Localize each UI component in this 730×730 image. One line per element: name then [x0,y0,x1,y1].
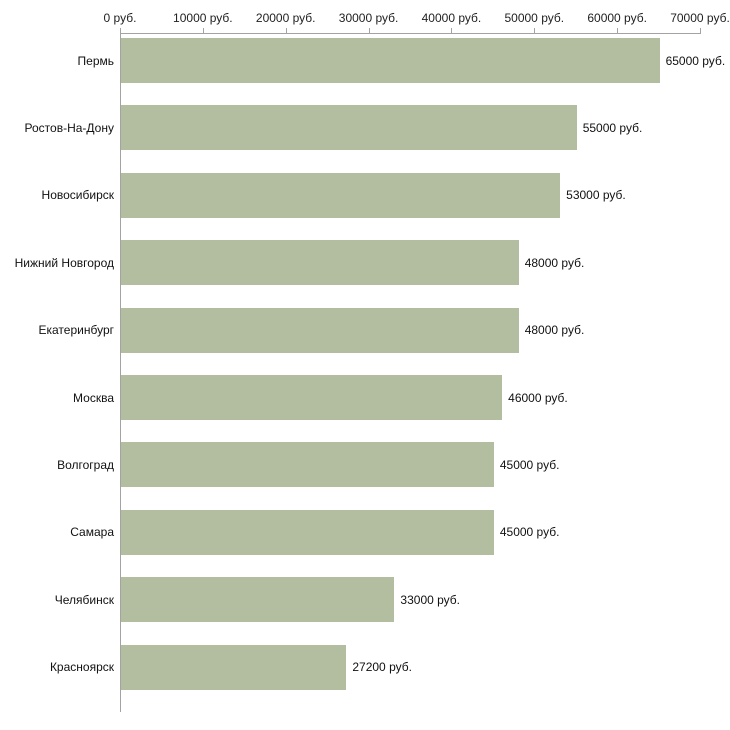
x-tick-label: 70000 руб. [670,11,730,25]
value-label: 27200 руб. [352,660,412,675]
category-label: Екатеринбург [38,323,115,338]
bar [121,105,577,151]
value-label: 45000 руб. [499,525,560,540]
bar [121,307,519,353]
bar [121,577,395,623]
x-tick-label: 60000 руб. [587,11,647,25]
category-label: Москва [73,390,114,405]
bar [121,375,503,420]
value-label: 53000 руб. [566,188,626,203]
category-label: Ростов-На-Дону [24,120,114,135]
bar [121,509,494,555]
category-label: Челябинск [54,592,114,607]
x-tick-mark [617,28,619,33]
category-label: Красноярск [49,660,114,675]
category-label: Волгоград [57,457,114,472]
bar [121,240,519,286]
x-tick-label: 40000 руб. [421,11,482,25]
bar [121,38,660,83]
value-label: 65000 руб. [665,53,726,68]
x-tick-mark [368,28,370,33]
value-label: 48000 руб. [524,255,585,270]
bar [121,442,494,488]
x-tick-label: 20000 руб. [255,11,316,25]
x-tick-mark [534,28,536,33]
x-axis-line [120,33,701,34]
x-tick-mark [120,28,121,33]
value-label: 33000 руб. [400,592,461,607]
x-tick-label: 30000 руб. [338,11,399,25]
x-tick-label: 50000 руб. [504,11,565,25]
x-tick-mark [451,28,453,33]
x-tick-label: 0 руб. [103,11,137,25]
bar [121,644,347,690]
value-label: 46000 руб. [508,390,568,405]
x-tick-mark [285,28,287,33]
x-tick-label: 10000 руб. [173,11,233,25]
category-label: Новосибирск [41,188,114,203]
x-tick-mark [700,28,701,33]
value-label: 48000 руб. [524,323,585,338]
category-label: Самара [70,525,114,540]
value-label: 45000 руб. [499,457,560,472]
y-axis-line [120,33,121,712]
category-label: Нижний Новгород [14,255,114,270]
bar [121,172,561,218]
x-tick-mark [202,28,204,33]
value-label: 55000 руб. [582,120,643,135]
category-label: Пермь [77,53,114,68]
